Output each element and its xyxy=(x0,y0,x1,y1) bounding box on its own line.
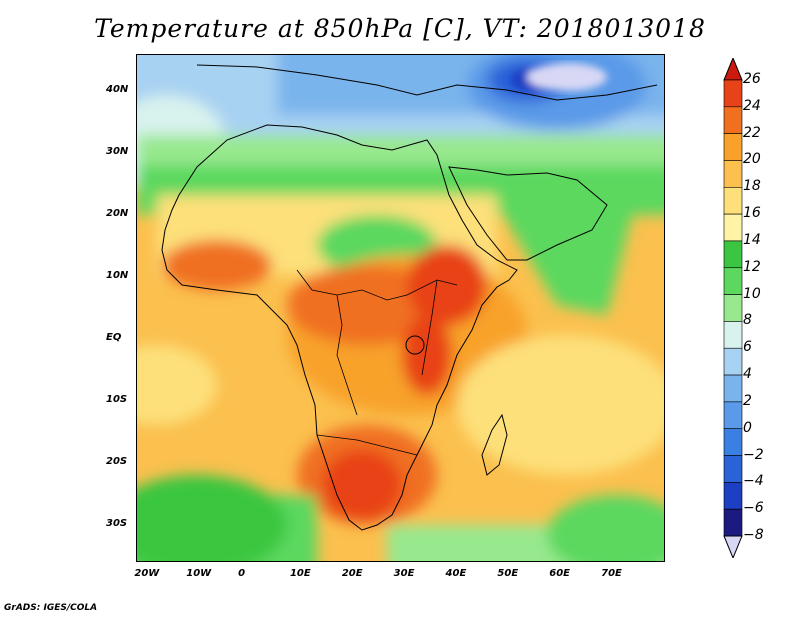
colorbar-swatch xyxy=(723,240,743,269)
colorbar-swatch xyxy=(723,294,743,322)
north-coast xyxy=(196,64,658,101)
lat-tick-label: 20S xyxy=(106,455,128,467)
field-sw-deep xyxy=(137,475,287,561)
field-ethiopia-hot xyxy=(407,245,487,325)
lon-tick-label: 10E xyxy=(289,568,311,579)
colorbar-swatch xyxy=(723,374,743,403)
temperature-detail xyxy=(510,63,607,92)
colorbar-swatch xyxy=(723,267,743,295)
colorbar-label: 24 xyxy=(743,97,761,114)
colorbar-min-arrow xyxy=(723,535,743,558)
colorbar-label: −8 xyxy=(743,527,764,543)
lat-tick-label: 20N xyxy=(106,208,129,220)
lon-tick-label: 60E xyxy=(549,568,571,579)
field-se-deep xyxy=(547,495,664,561)
lake-victoria xyxy=(405,335,425,355)
lat-tick-label: 30S xyxy=(106,517,128,529)
temperature-map xyxy=(137,55,664,561)
colorbar-label: 14 xyxy=(743,231,761,248)
colorbar-label: −2 xyxy=(743,446,764,463)
colorbar xyxy=(723,58,743,558)
colorbar-swatch xyxy=(723,347,743,376)
colorbar-label: 16 xyxy=(743,205,761,222)
lat-tick-label: 10S xyxy=(106,393,128,405)
field-kalahari xyxy=(322,450,402,520)
colorbar-label: 18 xyxy=(743,178,761,195)
colorbar-label: 6 xyxy=(743,339,752,356)
colorbar-label: 20 xyxy=(743,151,761,168)
colorbar-label: 4 xyxy=(743,366,752,383)
lat-tick-label: EQ xyxy=(106,331,122,343)
field-atlantic xyxy=(137,345,217,425)
colorbar-label: −6 xyxy=(743,500,764,517)
colorbar-swatch xyxy=(723,428,743,456)
colorbar-swatch xyxy=(723,186,743,215)
colorbar-swatch xyxy=(723,133,743,161)
colorbar-label: −4 xyxy=(743,473,764,490)
colorbar-swatch xyxy=(723,213,743,242)
colorbar-swatch xyxy=(723,106,743,134)
border-sahel xyxy=(296,269,458,301)
colorbar-label: 2 xyxy=(743,392,752,409)
arabia-coast xyxy=(448,166,608,261)
coastlines xyxy=(161,64,658,531)
colorbar-swatch xyxy=(723,482,743,510)
colorbar-label: 12 xyxy=(743,258,761,275)
border-east xyxy=(421,279,438,376)
lon-tick-label: 30E xyxy=(393,568,415,579)
colorbar-swatch xyxy=(723,160,743,188)
colorbar-swatch xyxy=(723,79,743,108)
chart-title: Temperature at 850hPa [C], VT: 201801301… xyxy=(94,14,706,43)
lat-tick-label: 10N xyxy=(106,270,129,282)
lat-tick-label: 40N xyxy=(106,84,129,96)
lon-tick-label: 50E xyxy=(497,568,519,579)
lon-tick-label: 20W xyxy=(134,568,160,579)
lon-tick-label: 70E xyxy=(601,568,622,579)
colorbar-label: 8 xyxy=(743,312,752,329)
border-central xyxy=(336,294,358,416)
lon-tick-label: 0 xyxy=(238,568,246,579)
field-indian xyxy=(457,335,664,475)
lat-tick-label: 30N xyxy=(106,146,129,158)
field-westafrica-hot xyxy=(162,240,272,290)
field-rift-hot xyxy=(402,315,452,395)
border-south xyxy=(316,434,418,456)
colorbar-label: 26 xyxy=(743,71,761,87)
madagascar xyxy=(481,413,508,476)
colorbar-label: 0 xyxy=(743,419,752,436)
lon-tick-label: 10W xyxy=(186,568,212,579)
credit-text: GrADS: IGES/COLA xyxy=(4,603,98,613)
colorbar-swatch xyxy=(723,321,743,349)
map-panel xyxy=(136,54,665,562)
lon-tick-label: 40E xyxy=(445,568,467,579)
colorbar-swatch xyxy=(723,401,743,430)
field-arabia xyxy=(497,195,637,315)
colorbar-swatch xyxy=(723,455,743,483)
colorbar-label: 10 xyxy=(743,285,761,302)
colorbar-label: 22 xyxy=(743,124,761,141)
lon-tick-label: 20E xyxy=(341,568,363,579)
colorbar-max-arrow xyxy=(723,58,743,81)
colorbar-swatch xyxy=(723,508,743,537)
africa-coast xyxy=(161,124,518,531)
